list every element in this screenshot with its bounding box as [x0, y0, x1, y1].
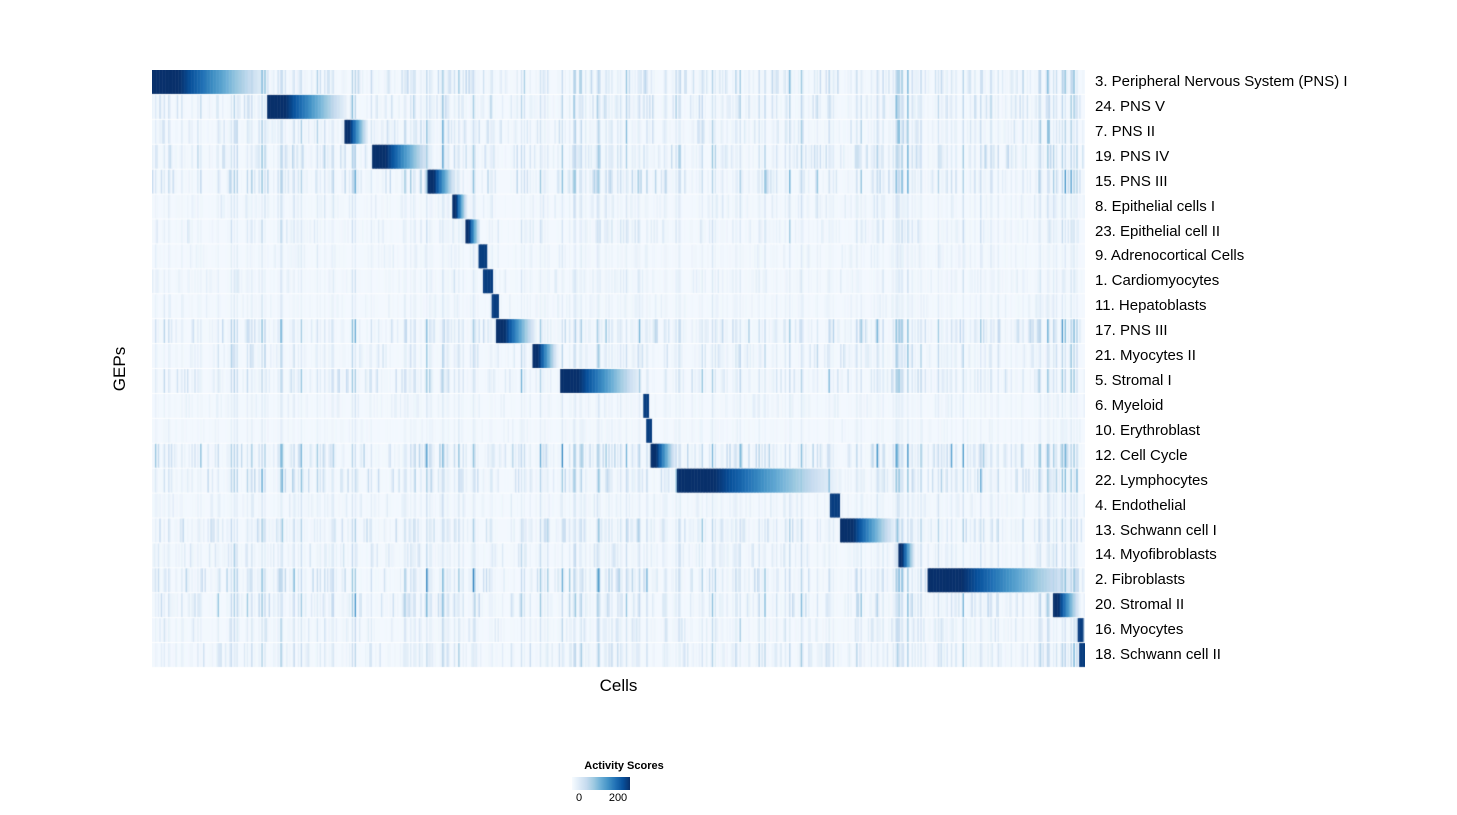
row-label: 23. Epithelial cell II: [1095, 222, 1221, 240]
row-label: 3. Peripheral Nervous System (PNS) I: [1095, 73, 1348, 90]
row-label: 7. PNS II: [1095, 122, 1156, 140]
row-labels: 3. Peripheral Nervous System (PNS) I 24. …: [1095, 70, 1445, 668]
row-label: 18. Schwann cell II: [1095, 646, 1221, 664]
row-label: 1. Cardiomyocytes: [1095, 272, 1220, 290]
row-label: 14. Myofibroblasts: [1095, 546, 1217, 564]
row-label: 21. Myocytes II: [1095, 347, 1196, 365]
colorbar-tick-min: 0: [575, 792, 583, 804]
row-label: 12. Cell Cycle: [1095, 446, 1188, 464]
row-label: 6. Myeloid: [1095, 396, 1164, 414]
row-label: 2. Fibroblasts: [1095, 571, 1186, 589]
row-label: 20. Stromal II: [1095, 596, 1185, 614]
colorbar-ticks: 0 200: [568, 792, 680, 806]
colorbar-legend: Activity Scores 0 200: [568, 760, 680, 806]
row-label: 22. Lymphocytes: [1095, 471, 1208, 489]
colorbar-tick-max: 200: [608, 792, 628, 804]
y-axis-label-text: GEPs: [110, 346, 129, 392]
row-label: 16. Myocytes: [1095, 621, 1184, 639]
row-label: 10. Erythroblast: [1095, 421, 1201, 439]
row-label: 13. Schwann cell I: [1095, 521, 1217, 539]
row-label: 11. Hepatoblasts: [1095, 297, 1207, 315]
row-label: 17. PNS III: [1095, 322, 1168, 340]
row-label: 24. PNS V: [1095, 97, 1166, 115]
colorbar-gradient: [572, 777, 630, 790]
x-axis-label: Cells: [599, 676, 638, 695]
row-label: 4. Endothelial: [1095, 496, 1186, 514]
row-label: 9. Adrenocortical Cells: [1095, 247, 1245, 265]
row-label: 19. PNS IV: [1095, 147, 1170, 165]
heatmap-canvas: [152, 70, 1085, 668]
row-label: 15. PNS III: [1095, 172, 1168, 190]
row-label: 5. Stromal I: [1095, 372, 1172, 389]
colorbar-title: Activity Scores: [584, 760, 664, 772]
row-label: 8. Epithelial cells I: [1095, 197, 1216, 215]
